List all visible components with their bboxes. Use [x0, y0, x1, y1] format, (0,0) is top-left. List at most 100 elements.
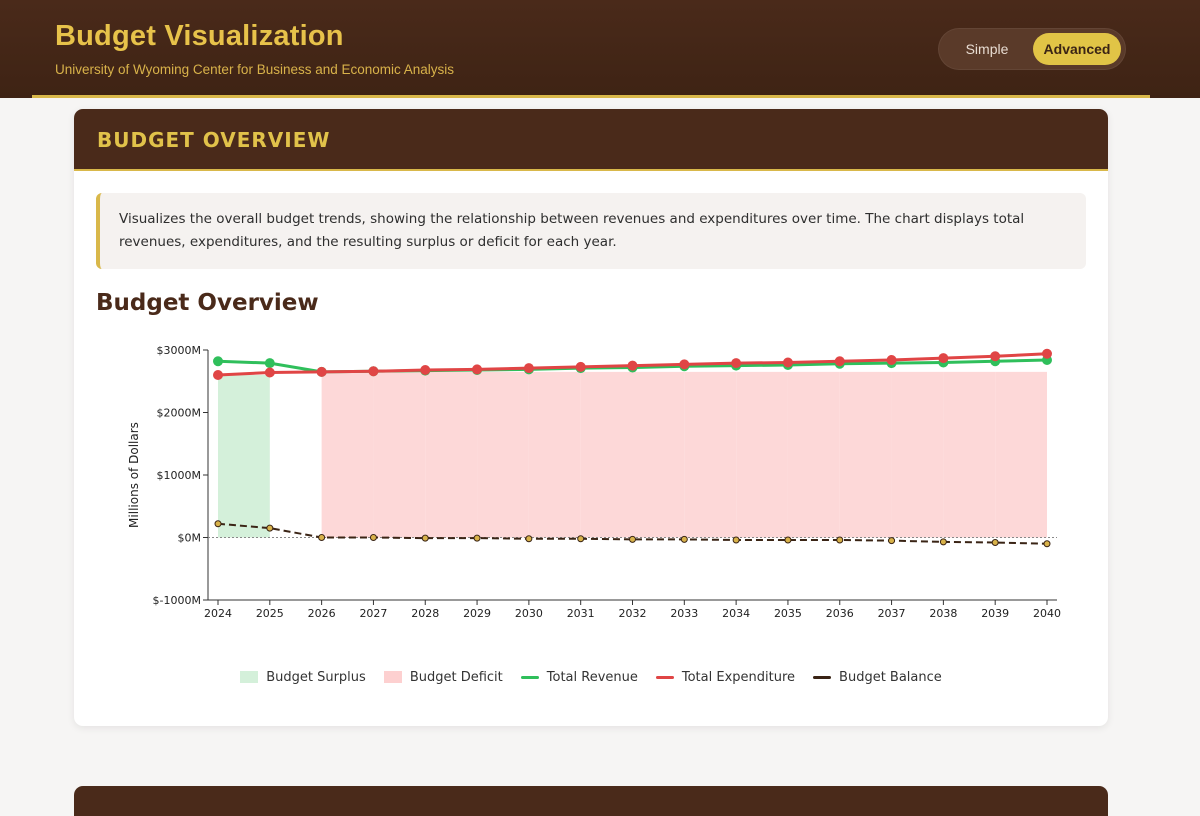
expenditure-point — [523, 363, 534, 374]
x-tick-label: 2037 — [878, 607, 906, 620]
balance-point — [888, 537, 896, 545]
expenditure-point — [420, 365, 431, 375]
legend-item-expenditure[interactable]: Total Expenditure — [655, 669, 796, 685]
balance-point — [680, 535, 688, 543]
balance-point — [525, 535, 533, 543]
x-tick-label: 2031 — [567, 607, 595, 620]
deficit-region — [684, 371, 737, 538]
x-tick-label: 2025 — [256, 607, 284, 620]
advanced-mode-button[interactable]: Advanced — [1033, 33, 1121, 65]
simple-mode-button[interactable]: Simple — [965, 41, 1009, 57]
expenditure-point — [575, 361, 586, 372]
deficit-region — [736, 371, 788, 538]
app-subtitle: University of Wyoming Center for Busines… — [55, 62, 455, 77]
expenditure-point — [834, 356, 845, 367]
deficit-region — [787, 371, 840, 538]
x-tick-label: 2024 — [204, 607, 232, 620]
card-header-title: BUDGET OVERVIEW — [97, 128, 331, 152]
expenditure-point — [731, 358, 742, 369]
description-box: Visualizes the overall budget trends, sh… — [96, 193, 1086, 269]
deficit-region — [943, 371, 996, 538]
chart-legend: Budget Surplus Budget Deficit Total Reve… — [74, 666, 1108, 688]
expenditure-point — [938, 353, 949, 364]
x-tick-label: 2029 — [463, 607, 491, 620]
balance-point — [836, 536, 844, 544]
x-tick-label: 2030 — [515, 607, 543, 620]
expenditure-point — [679, 359, 690, 370]
expenditure-point — [990, 351, 1001, 362]
x-tick-label: 2032 — [619, 607, 647, 620]
legend-swatch-revenue — [520, 675, 539, 679]
y-tick-label: $1000M — [157, 469, 201, 482]
balance-point — [421, 534, 429, 542]
x-tick-label: 2033 — [670, 607, 698, 620]
y-tick-label: $-1000M — [153, 594, 201, 607]
legend-swatch-expenditure — [655, 675, 674, 679]
balance-point — [629, 535, 636, 543]
legend-swatch-balance — [813, 675, 832, 679]
deficit-region — [891, 371, 944, 538]
expenditure-point — [886, 355, 897, 365]
deficit-region — [373, 371, 426, 538]
deficit-region — [995, 371, 1047, 538]
legend-item-surplus[interactable]: Budget Surplus — [240, 670, 366, 685]
y-axis-label: Millions of Dollars — [127, 422, 141, 528]
y-tick-label: $2000M — [157, 407, 201, 420]
balance-point — [732, 536, 740, 544]
deficit-region — [321, 371, 374, 538]
y-tick-label: $3000M — [157, 344, 201, 357]
next-section-card — [74, 786, 1108, 816]
balance-point — [214, 520, 222, 528]
x-tick-label: 2036 — [826, 607, 854, 620]
chart-title: Budget Overview — [96, 290, 319, 316]
mode-toggle: Simple Advanced — [938, 28, 1126, 70]
balance-point — [473, 534, 481, 542]
budget-overview-card: BUDGET OVERVIEW Visualizes the overall b… — [74, 109, 1108, 726]
balance-point — [784, 536, 792, 544]
expenditure-point — [368, 366, 379, 377]
top-header: Budget Visualization University of Wyomi… — [0, 0, 1200, 98]
expenditure-point — [782, 357, 793, 368]
x-tick-label: 2034 — [722, 607, 750, 620]
deficit-region — [632, 371, 685, 538]
balance-point — [991, 539, 999, 546]
legend-item-deficit[interactable]: Budget Deficit — [383, 669, 503, 685]
revenue-point — [264, 358, 275, 369]
expenditure-point — [316, 366, 327, 377]
x-tick-label: 2038 — [929, 607, 957, 620]
expenditure-point — [213, 370, 223, 380]
app-title: Budget Visualization — [55, 20, 344, 52]
balance-point — [318, 534, 326, 541]
surplus-region — [218, 375, 270, 538]
legend-label-deficit: Budget Deficit — [409, 669, 503, 685]
card-header: BUDGET OVERVIEW — [74, 109, 1108, 171]
deficit-region — [425, 371, 478, 538]
expenditure-point — [1042, 348, 1052, 359]
expenditure-point — [627, 360, 638, 371]
expenditure-point — [472, 364, 483, 375]
legend-item-revenue[interactable]: Total Revenue — [520, 669, 638, 685]
x-tick-label: 2028 — [411, 607, 439, 620]
legend-swatch-surplus — [240, 671, 259, 683]
budget-chart: $-1000M $0M $1000M $2000M $3000M 2024 2025 2026… — [127, 344, 1061, 620]
deficit-region — [839, 371, 892, 538]
legend-label-expenditure: Total Expenditure — [681, 669, 796, 685]
description-text: Visualizes the overall budget trends, sh… — [119, 211, 1025, 250]
balance-point — [939, 538, 947, 546]
balance-point — [577, 535, 585, 543]
legend-label-surplus: Budget Surplus — [266, 669, 366, 685]
legend-item-balance[interactable]: Budget Balance — [813, 670, 942, 685]
x-tick-label: 2040 — [1033, 607, 1061, 620]
deficit-region — [477, 371, 529, 538]
x-tick-label: 2035 — [774, 607, 802, 620]
balance-point — [266, 524, 274, 532]
x-tick-label: 2039 — [981, 607, 1009, 620]
header-divider — [32, 95, 1150, 98]
expenditure-point — [264, 367, 275, 378]
balance-point — [1043, 540, 1051, 548]
legend-swatch-deficit — [383, 671, 402, 683]
balance-point — [369, 534, 377, 541]
deficit-region — [580, 371, 633, 538]
legend-label-balance: Budget Balance — [839, 669, 942, 685]
legend-label-revenue: Total Revenue — [546, 669, 638, 685]
